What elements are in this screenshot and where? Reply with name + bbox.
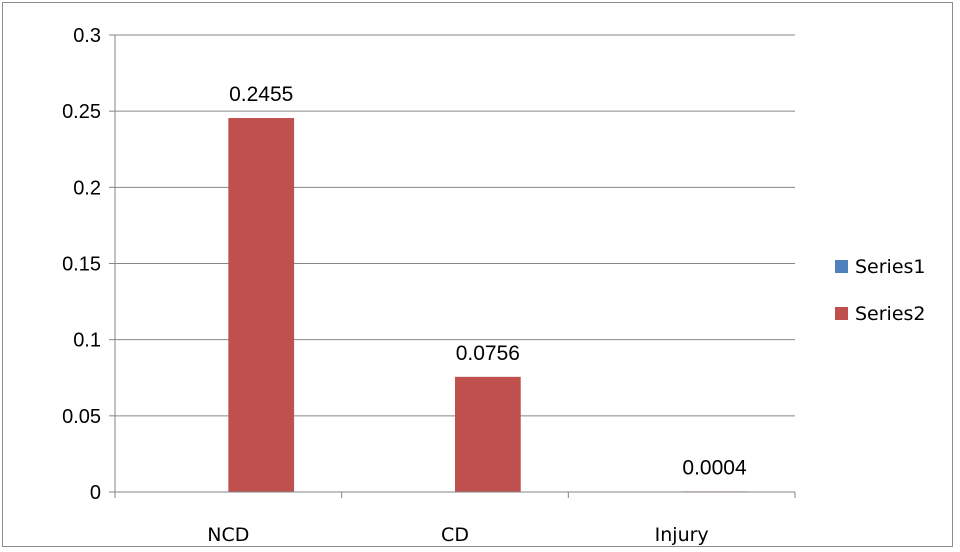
y-axis-ticks: 0 0.05 0.1 0.15 0.2 0.25 0.3 xyxy=(62,25,115,504)
y-tick-label: 0.1 xyxy=(73,330,101,352)
y-tick-label: 0.2 xyxy=(73,177,101,199)
x-category-label: Injury xyxy=(655,524,709,546)
y-tick-label: 0 xyxy=(90,482,101,504)
y-tick-label: 0.25 xyxy=(62,101,101,123)
axes xyxy=(114,35,796,498)
data-label: 0.2455 xyxy=(229,83,293,106)
bars xyxy=(228,118,748,492)
x-category-label: NCD xyxy=(207,524,249,546)
data-label: 0.0756 xyxy=(456,342,520,365)
x-category-label: CD xyxy=(441,524,469,546)
legend-label: Series2 xyxy=(855,303,926,325)
data-labels: 0.2455 0.0756 0.0004 xyxy=(229,83,747,479)
legend-swatch xyxy=(835,260,848,273)
y-tick-label: 0.15 xyxy=(62,254,101,276)
y-tick-label: 0.3 xyxy=(73,25,101,47)
data-label: 0.0004 xyxy=(682,456,747,479)
bar-series2 xyxy=(228,118,295,492)
x-axis-labels: NCD CD Injury xyxy=(207,524,708,546)
legend-label: Series1 xyxy=(855,256,926,278)
legend-swatch xyxy=(835,307,848,320)
legend: Series1 Series2 xyxy=(835,256,926,325)
y-tick-label: 0.05 xyxy=(62,406,101,428)
bar-series2 xyxy=(455,376,521,492)
